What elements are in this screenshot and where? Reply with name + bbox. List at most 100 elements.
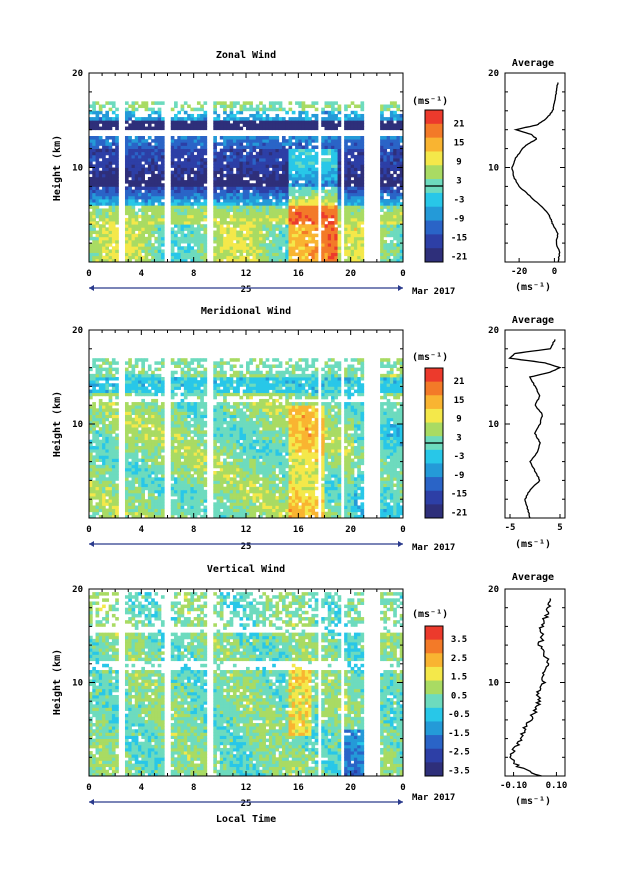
heatmap-cell: [151, 214, 155, 219]
heatmap-cell: [154, 167, 159, 172]
heatmap-cell: [98, 480, 103, 484]
heatmap-cell: [249, 246, 253, 250]
heatmap-cell: [357, 211, 361, 216]
heatmap-cell: [229, 104, 234, 109]
heatmap-cell: [262, 145, 267, 149]
heatmap-cell: [232, 101, 237, 105]
heatmap-cell: [278, 126, 283, 131]
heatmap-cell: [347, 255, 352, 260]
heatmap-cell: [144, 189, 149, 194]
heatmap-cell: [239, 214, 244, 219]
heatmap-cell: [108, 436, 113, 441]
heatmap-cell: [383, 158, 388, 162]
heatmap-cell: [98, 246, 103, 250]
heatmap-cell: [298, 104, 302, 109]
heatmap-cell: [147, 145, 152, 149]
heatmap-cell: [144, 439, 149, 444]
heatmap-cell: [144, 243, 149, 247]
heatmap-cell: [386, 142, 391, 146]
heatmap-cell: [157, 486, 162, 491]
heatmap-cell: [124, 496, 129, 500]
heatmap-cell: [154, 445, 159, 450]
heatmap-cell: [102, 424, 106, 428]
heatmap-cell: [196, 161, 201, 165]
heatmap-cell: [386, 224, 391, 228]
heatmap-cell: [89, 389, 93, 394]
heatmap-cell: [183, 392, 188, 397]
heatmap-cell: [102, 227, 106, 231]
heatmap-cell: [396, 217, 401, 222]
heatmap-cell: [386, 154, 391, 159]
heatmap-cell: [229, 173, 234, 178]
heatmap-cell: [131, 161, 136, 165]
heatmap-cell: [259, 126, 263, 131]
heatmap-cell: [229, 136, 234, 140]
heatmap-cell: [187, 392, 191, 397]
heatmap-cell: [334, 176, 338, 181]
heatmap-cell: [337, 183, 342, 187]
heatmap-cell: [147, 364, 152, 368]
heatmap-cell: [102, 183, 106, 187]
heatmap-cell: [321, 136, 325, 140]
heatmap-cell: [115, 420, 119, 425]
heatmap-cell: [180, 361, 185, 365]
heatmap-cell: [203, 195, 208, 200]
heatmap-cell: [380, 236, 384, 241]
heatmap-cell: [92, 402, 96, 406]
heatmap-cell: [190, 167, 195, 172]
heatmap-cell: [399, 243, 404, 247]
colorbar-tick-label: -9: [454, 214, 465, 224]
heatmap-cell: [115, 189, 119, 194]
heatmap-cell: [115, 239, 119, 244]
heatmap-cell: [262, 202, 267, 206]
heatmap-cell: [131, 192, 136, 197]
heatmap-cell: [393, 249, 397, 253]
heatmap-cell: [357, 249, 361, 253]
heatmap-cell: [196, 246, 201, 250]
heatmap-cell: [308, 136, 312, 140]
heatmap-cell: [357, 224, 361, 228]
heatmap-cell: [229, 101, 234, 105]
heatmap-cell: [393, 148, 397, 153]
heatmap-cell: [144, 417, 149, 422]
heatmap-cell: [252, 199, 257, 203]
heatmap-cell: [291, 243, 296, 247]
heatmap-cell: [138, 151, 142, 156]
heatmap-cell: [111, 189, 116, 194]
heatmap-cell: [134, 505, 139, 509]
heatmap-cell: [393, 192, 397, 197]
heatmap-cell: [265, 139, 270, 143]
heatmap-cell: [298, 255, 302, 260]
heatmap-cell: [200, 186, 204, 190]
heatmap-cell: [200, 126, 204, 131]
heatmap-cell: [396, 104, 401, 109]
heatmap-cell: [252, 195, 257, 200]
heatmap-cell: [281, 139, 286, 143]
heatmap-cell: [262, 161, 267, 165]
heatmap-cell: [147, 208, 152, 212]
heatmap-cell: [105, 180, 110, 184]
heatmap-cell: [255, 126, 260, 131]
heatmap-cell: [111, 211, 116, 216]
heatmap-cell: [190, 255, 195, 260]
heatmap-cell: [298, 139, 302, 143]
heatmap-cell: [180, 126, 185, 131]
heatmap-cell: [308, 192, 312, 197]
heatmap-cell: [177, 110, 181, 115]
heatmap-cell: [353, 145, 358, 149]
heatmap-cell: [285, 252, 289, 257]
heatmap-cell: [304, 180, 309, 184]
heatmap-cell: [357, 243, 361, 247]
heatmap-cell: [134, 492, 139, 497]
heatmap-cell: [157, 489, 162, 494]
heatmap-cell: [301, 258, 306, 263]
heatmap-cell: [386, 151, 391, 156]
heatmap-cell: [157, 224, 162, 228]
heatmap-cell: [177, 505, 181, 509]
heatmap-cell: [311, 255, 316, 260]
heatmap-cell: [187, 211, 191, 216]
heatmap-cell: [272, 176, 276, 181]
heatmap-cell: [180, 417, 185, 422]
heatmap-cell: [262, 107, 267, 112]
heatmap-cell: [389, 151, 394, 156]
